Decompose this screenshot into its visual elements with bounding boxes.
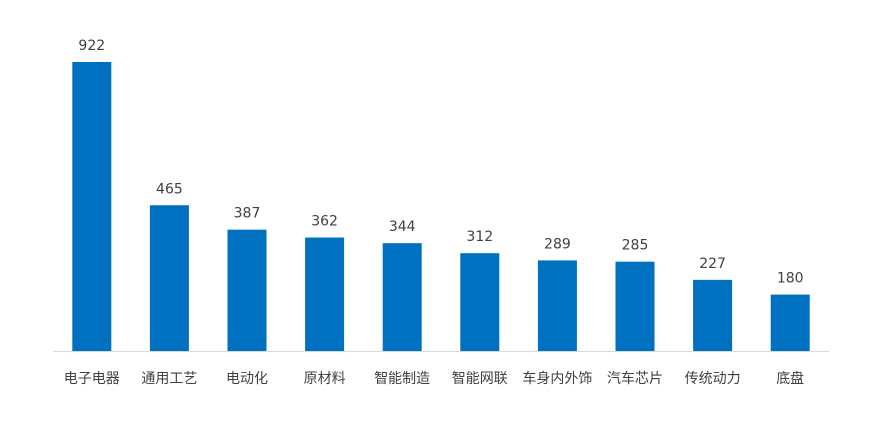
bar [382, 243, 422, 351]
bar-value-label: 285 [622, 238, 649, 254]
x-tick-label: 底盘 [776, 370, 804, 387]
x-tick-label: 传统动力 [685, 371, 741, 387]
x-tick-label: 汽车芯片 [607, 370, 663, 387]
x-tick-label: 车身内外饰 [522, 370, 592, 387]
bar [460, 253, 500, 351]
bar [615, 261, 655, 351]
bars-layer [72, 62, 810, 351]
bar-value-label: 362 [311, 214, 338, 230]
bar-value-label: 289 [544, 236, 571, 252]
x-tick-label: 智能制造 [374, 371, 430, 387]
bar [149, 205, 189, 351]
x-tick-label: 通用工艺 [141, 371, 197, 387]
x-tick-label: 原材料 [304, 371, 346, 387]
bar [72, 62, 112, 351]
bar-value-label: 387 [234, 206, 261, 222]
bar-value-label: 465 [156, 181, 183, 197]
bar [537, 260, 577, 351]
bar-value-label: 344 [389, 219, 416, 235]
bar [693, 279, 733, 351]
bar-value-label: 180 [777, 271, 804, 287]
bar [770, 294, 810, 351]
data-labels-layer: 922 465 387 362 344 312 289 285 227 180 [78, 38, 803, 287]
x-tick-label: 智能网联 [452, 371, 508, 387]
x-tick-label: 电动化 [226, 371, 268, 387]
category-labels-layer: 电子电器 通用工艺 电动化 原材料 智能制造 智能网联 车身内外饰 汽车芯片 传统动力 底盘 [64, 370, 804, 387]
bar-value-label: 312 [466, 229, 493, 245]
bar [227, 229, 267, 351]
bar-value-label: 922 [78, 38, 105, 54]
bar [305, 237, 345, 351]
bar-value-label: 227 [699, 256, 726, 272]
x-tick-label: 电子电器 [64, 371, 120, 387]
